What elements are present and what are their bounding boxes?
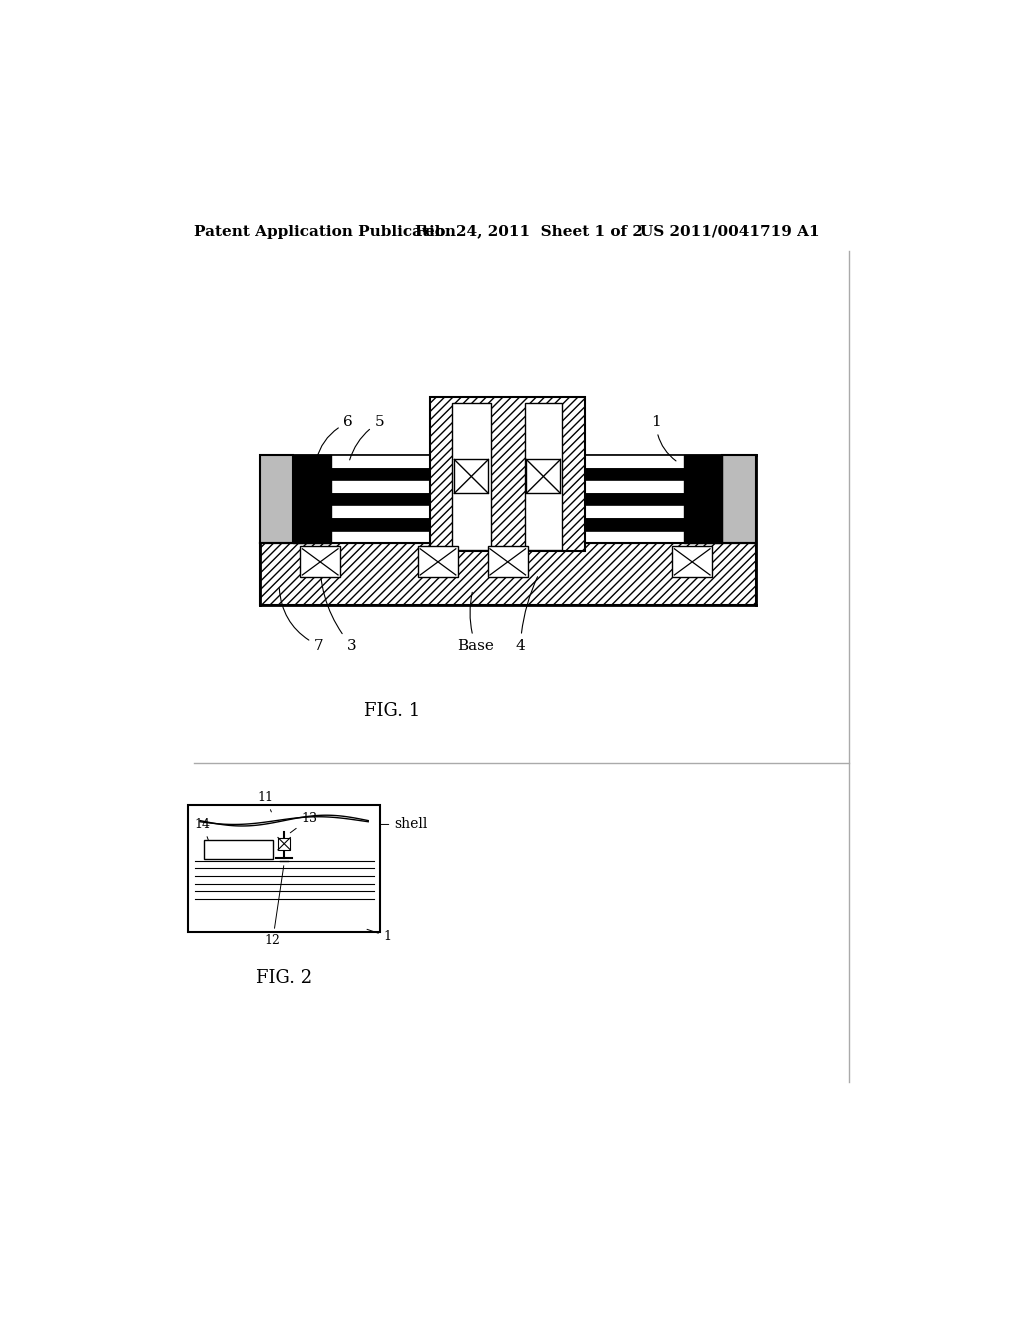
Bar [722,455,756,544]
Text: 14: 14 [195,818,211,846]
Text: 11: 11 [257,792,273,812]
Bar [586,467,684,480]
Text: 3: 3 [319,556,356,652]
Bar [293,455,331,544]
Text: 2: 2 [523,408,545,429]
Bar [452,404,490,549]
Bar [586,506,684,519]
Text: shell: shell [394,817,427,832]
Bar [526,459,560,494]
Bar [204,840,272,859]
Text: 12: 12 [265,866,284,946]
Bar [331,506,430,519]
Bar [331,519,430,531]
Text: 7: 7 [280,589,324,652]
Bar [672,546,713,577]
Bar [430,397,586,552]
Text: Feb. 24, 2011  Sheet 1 of 2: Feb. 24, 2011 Sheet 1 of 2 [415,224,643,239]
Bar [586,519,684,531]
Text: Patent Application Publication: Patent Application Publication [194,224,456,239]
Bar [331,480,430,492]
Bar [684,455,722,544]
Text: FIG. 2: FIG. 2 [256,969,312,987]
Bar [331,455,430,467]
Text: FIG. 1: FIG. 1 [365,702,421,721]
Text: US 2011/0041719 A1: US 2011/0041719 A1 [640,224,819,239]
Bar [300,546,340,577]
Bar [487,546,528,577]
Bar [188,805,380,932]
Text: 6: 6 [316,416,353,459]
Bar [331,531,430,544]
Text: 4: 4 [515,577,538,652]
Text: 1: 1 [367,929,392,942]
Bar [331,492,430,506]
Bar [586,531,684,544]
Bar [331,467,430,480]
Text: 5: 5 [349,416,384,459]
Text: 1: 1 [651,416,676,461]
Text: Shaft: Shaft [461,408,502,429]
Bar [586,480,684,492]
Bar [278,838,291,850]
Bar [455,459,488,494]
Bar [418,546,458,577]
Bar [260,455,293,544]
Bar [586,455,684,467]
Bar [524,404,562,549]
Bar [260,544,756,605]
Text: Base: Base [458,593,495,652]
Bar [586,492,684,506]
Text: 13: 13 [290,812,317,833]
